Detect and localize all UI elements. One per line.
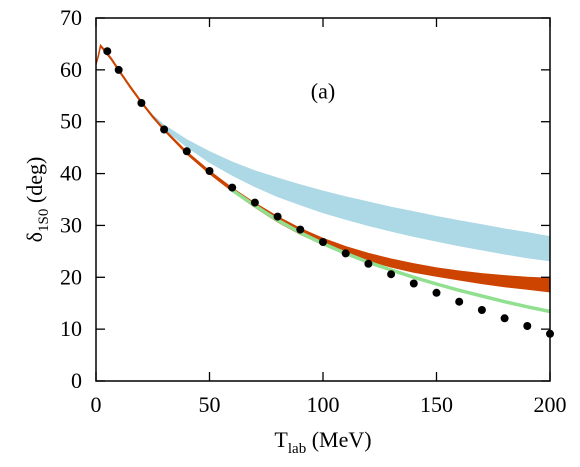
y-tick-label: 60 (60, 57, 82, 82)
y-tick-label: 10 (60, 316, 82, 341)
data-point (477, 306, 486, 314)
data-point (250, 198, 259, 207)
data-point (319, 238, 327, 246)
x-axis-label: Tlab (MeV) (274, 427, 371, 457)
data-point (160, 125, 169, 134)
x-tick-label: 0 (91, 392, 102, 417)
x-tick-label: 150 (420, 392, 453, 417)
data-point (455, 297, 464, 306)
y-tick-label: 0 (71, 368, 82, 393)
data-point (103, 47, 112, 56)
data-point (523, 322, 532, 330)
data-point (500, 314, 509, 323)
y-axis-label-unit: (deg) (22, 157, 47, 209)
y-axis-label-subscript: 1S0 (36, 209, 52, 232)
x-tick-label: 200 (534, 392, 567, 417)
data-point (273, 212, 282, 221)
y-tick-label: 30 (60, 212, 82, 237)
data-point (182, 147, 191, 156)
data-point (114, 65, 123, 74)
data-point (409, 279, 418, 288)
data-point (228, 183, 237, 192)
y-tick-label: 70 (60, 5, 82, 30)
y-tick-label: 40 (60, 161, 82, 186)
x-axis-label-main: T (274, 427, 288, 452)
x-tick-label: 50 (199, 392, 221, 417)
data-point (364, 259, 373, 268)
data-point (341, 249, 350, 258)
x-tick-label: 100 (307, 392, 340, 417)
panel-annotation: (a) (311, 78, 335, 103)
data-series (103, 47, 554, 338)
y-tick-label: 20 (60, 264, 82, 289)
tick-labels: 0 50 100 150 200 0 10 20 30 40 50 60 70 (60, 5, 567, 417)
x-axis-label-subscript: lab (288, 441, 306, 457)
y-axis-label-main: δ (22, 232, 47, 242)
data-point (296, 225, 305, 234)
y-axis-label: δ1S0 (deg) (22, 157, 52, 243)
x-axis-label-unit: (MeV) (306, 427, 371, 452)
data-point (432, 288, 441, 297)
data-point (205, 167, 214, 175)
y-tick-label: 50 (60, 109, 82, 134)
data-point (387, 270, 396, 279)
series-line-0 (231, 188, 551, 314)
data-point (137, 99, 146, 107)
axis-ticks (95, 17, 551, 382)
